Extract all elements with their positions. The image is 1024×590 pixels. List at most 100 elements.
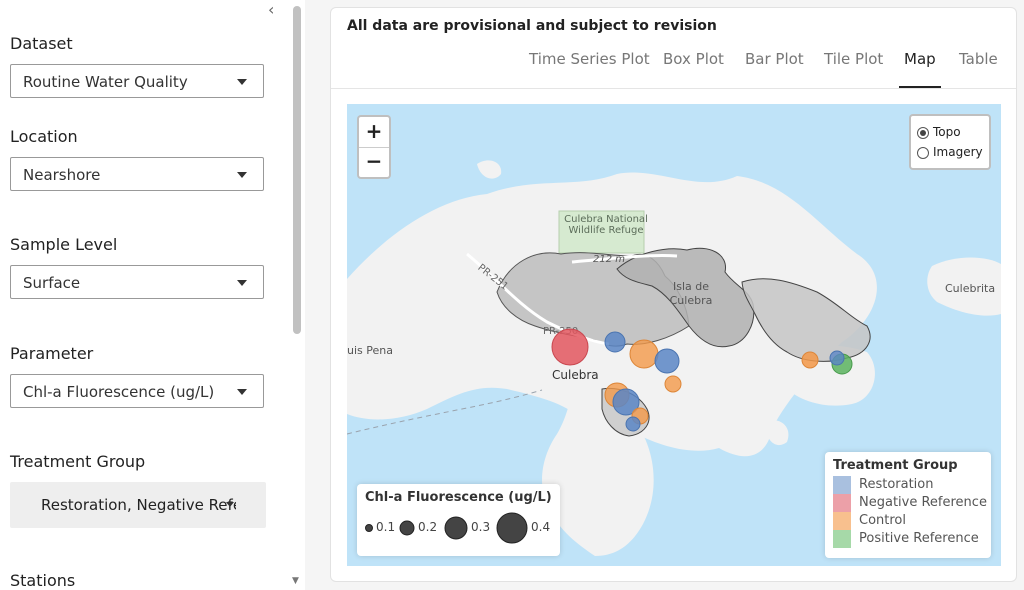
main-panel: All data are provisional and subject to … [330, 7, 1017, 582]
scroll-down-arrow-icon[interactable]: ▼ [292, 576, 299, 586]
road-212 [571, 254, 678, 264]
dataset-label: Dataset [10, 34, 73, 53]
isla-label-line2: Culebra [669, 294, 713, 307]
station-marker-restoration[interactable] [625, 416, 641, 432]
luis-pena-island-shape [347, 324, 393, 384]
refuge-label-line2: Wildlife Refuge [568, 225, 644, 236]
map-view[interactable]: Culebra National Wildlife Refuge 212 m P… [347, 104, 1001, 566]
tab-map[interactable]: Map [899, 48, 941, 88]
sample-level-select[interactable]: Surface [10, 265, 264, 299]
culebrita-island-shape [927, 257, 1001, 316]
tab-table[interactable]: Table [959, 50, 998, 68]
tab-tile-plot[interactable]: Tile Plot [824, 50, 884, 68]
size-legend-circle-0.3 [444, 516, 468, 540]
refuge-label: Culebra National Wildlife Refuge [559, 214, 653, 236]
basemap [347, 160, 1001, 556]
luis-pena-label: uis Pena [347, 344, 393, 357]
station-marker-restoration[interactable] [612, 388, 640, 416]
road-212-label: 212 m [593, 254, 626, 265]
station-marker-restoration[interactable] [654, 348, 680, 374]
location-label: Location [10, 127, 78, 146]
treatment-legend-label: Control [859, 513, 906, 528]
basemap-option-label: Topo [933, 125, 961, 139]
treatment-group-select[interactable]: Restoration, Negative Reference, Control… [10, 482, 266, 528]
caret-down-icon [237, 280, 247, 286]
size-legend: Chl-a Fluorescence (ug/L) 0.1 0.2 0.3 0.… [357, 484, 560, 556]
wildlife-refuge-area [558, 210, 645, 254]
chevron-left-icon[interactable]: ‹ [268, 0, 275, 19]
caret-down-icon [237, 79, 247, 85]
location-select[interactable]: Nearshore [10, 157, 264, 191]
tab-bar: Time Series Plot Box Plot Bar Plot Tile … [331, 48, 1016, 89]
treatment-legend-item: Control [833, 512, 989, 530]
size-legend-circle-0.4 [496, 512, 528, 544]
parameter-value: Chl-a Fluorescence (ug/L) [23, 383, 215, 401]
tab-bar-plot[interactable]: Bar Plot [745, 50, 804, 68]
parameter-select[interactable]: Chl-a Fluorescence (ug/L) [10, 374, 264, 408]
treatment-legend-item: Restoration [833, 476, 989, 494]
tab-box-plot[interactable]: Box Plot [663, 50, 724, 68]
ferry-route [347, 389, 543, 435]
isla-label: Isla de Culebra [665, 280, 717, 308]
size-legend-label: 0.1 [376, 520, 396, 534]
treatment-legend-item: Positive Reference [833, 530, 989, 548]
zoom-control: + − [357, 115, 391, 179]
treatment-group-value: Restoration, Negative Reference, Control… [41, 496, 236, 514]
treatment-legend-item: Negative Reference [833, 494, 989, 512]
scrollbar-thumb[interactable] [293, 6, 301, 334]
islet-shape [477, 160, 502, 179]
location-value: Nearshore [23, 166, 101, 184]
sample-level-label: Sample Level [10, 235, 118, 254]
provisional-notice: All data are provisional and subject to … [347, 18, 717, 34]
zoom-out-button[interactable]: − [365, 149, 383, 173]
treatment-legend-label: Positive Reference [859, 531, 979, 546]
stations-label: Stations [10, 571, 76, 590]
protected-area-central [616, 247, 755, 348]
station-marker-negative-reference[interactable] [551, 328, 589, 366]
parameter-label: Parameter [10, 344, 94, 363]
legend-swatch-restoration [833, 476, 851, 494]
size-legend-circle-0.1 [365, 524, 373, 532]
station-marker-control[interactable] [664, 375, 682, 393]
isla-label-line1: Isla de [672, 280, 710, 293]
tab-time-series-plot[interactable]: Time Series Plot [529, 50, 650, 68]
culebra-town-label: Culebra [552, 368, 599, 382]
size-legend-title: Chl-a Fluorescence (ug/L) [365, 490, 552, 505]
radio-unselected-icon[interactable] [917, 147, 929, 159]
dataset-value: Routine Water Quality [23, 73, 188, 91]
sidebar-scrollbar[interactable]: ▼ [291, 0, 303, 590]
size-legend-label: 0.3 [471, 520, 491, 534]
caret-down-icon [226, 502, 234, 507]
size-legend-label: 0.2 [418, 520, 438, 534]
south-peninsula-shape [542, 354, 654, 556]
treatment-legend: Treatment Group Restoration Negative Ref… [825, 452, 991, 558]
refuge-label-line1: Culebra National [564, 214, 648, 225]
caret-down-icon [237, 389, 247, 395]
legend-swatch-control [833, 512, 851, 530]
treatment-group-label: Treatment Group [10, 452, 146, 471]
sidebar: ‹ Dataset Routine Water Quality Location… [0, 0, 305, 590]
treatment-legend-label: Restoration [859, 477, 934, 492]
treatment-legend-title: Treatment Group [833, 458, 958, 473]
radio-selected-icon[interactable] [917, 127, 929, 139]
station-marker-restoration[interactable] [829, 350, 845, 366]
islet-shape [765, 420, 789, 446]
treatment-legend-label: Negative Reference [859, 495, 987, 510]
station-marker-restoration[interactable] [604, 331, 626, 353]
dataset-select[interactable]: Routine Water Quality [10, 64, 264, 98]
legend-swatch-positive-reference [833, 530, 851, 548]
size-legend-circle-0.2 [399, 520, 415, 536]
road-pr251 [466, 252, 610, 346]
sample-level-value: Surface [23, 274, 81, 292]
size-legend-label: 0.4 [531, 520, 551, 534]
basemap-layer-control: Topo Imagery [909, 114, 991, 170]
station-marker-control[interactable] [801, 351, 819, 369]
station-markers [551, 328, 853, 432]
culebrita-label: Culebrita [945, 282, 996, 295]
station-marker-control[interactable] [629, 339, 659, 369]
legend-swatch-negative-reference [833, 494, 851, 512]
zoom-in-button[interactable]: + [359, 117, 389, 148]
basemap-option-label: Imagery [933, 145, 983, 159]
size-legend-symbols [365, 512, 528, 544]
caret-down-icon [237, 172, 247, 178]
